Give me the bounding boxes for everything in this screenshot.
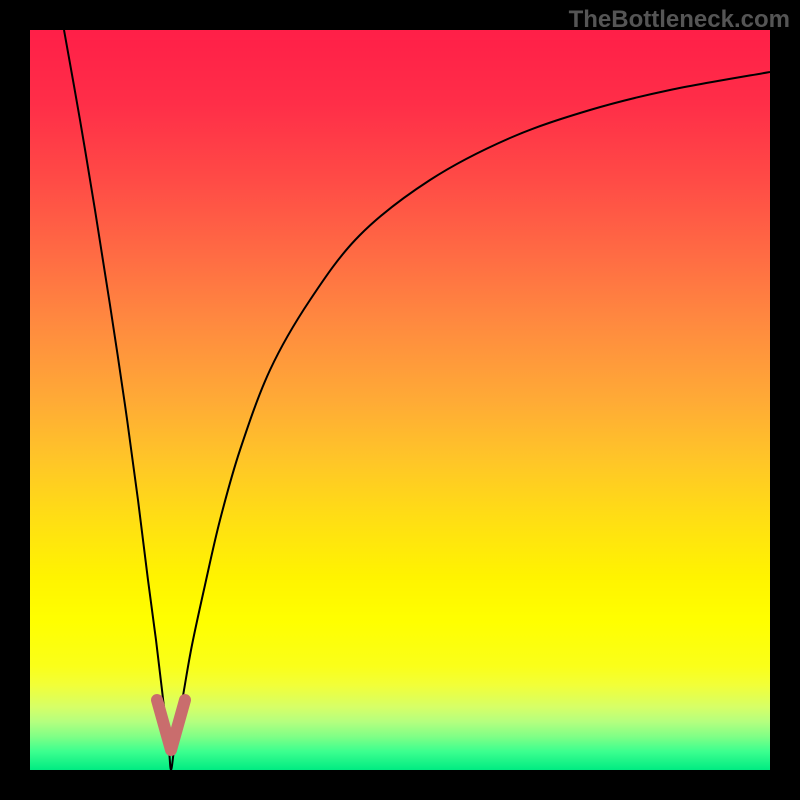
curve-layer [30,30,770,770]
watermark-text: TheBottleneck.com [569,6,790,34]
bottleneck-curve [64,30,770,770]
chart-container: TheBottleneck.com [0,0,800,800]
plot-area [30,30,770,770]
minimum-marker [157,700,185,750]
